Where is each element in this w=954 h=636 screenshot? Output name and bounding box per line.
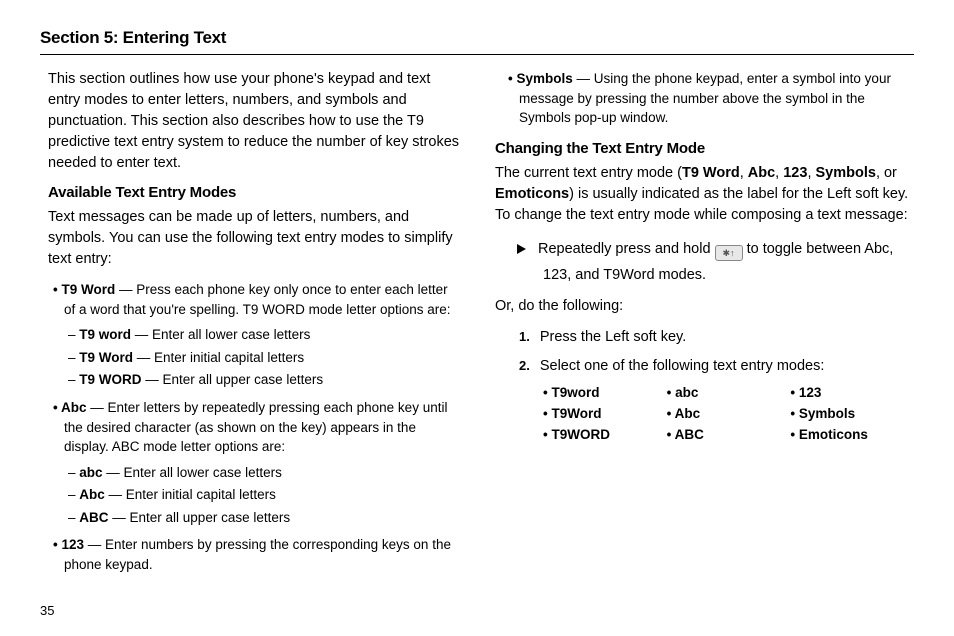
abc-sub-upper: ABC — Enter all upper case letters [40, 508, 459, 528]
section-title: Section 5: Entering Text [40, 28, 914, 48]
mode-abc-initial: Abc [667, 406, 791, 421]
step-1: 1.Press the Left soft key. [495, 327, 914, 348]
t9-sub-initial: T9 Word — Enter initial capital letters [40, 348, 459, 368]
symbols-bullet: Symbols — Using the phone keypad, enter … [495, 69, 914, 128]
section-rule [40, 54, 914, 55]
arrow-icon [517, 244, 526, 254]
abc-sub-lower: abc — Enter all lower case letters [40, 463, 459, 483]
star-key-icon: ✱↑ [715, 245, 743, 261]
page-number: 35 [40, 603, 54, 618]
changing-mode-lead: The current text entry mode (T9 Word, Ab… [495, 163, 914, 226]
t9-sub-upper: T9 WORD — Enter all upper case letters [40, 370, 459, 390]
t9-bullet: T9 Word — Press each phone key only once… [40, 280, 459, 319]
right-column: Symbols — Using the phone keypad, enter … [495, 69, 914, 580]
content-columns: This section outlines how use your phone… [40, 69, 914, 580]
step-2: 2.Select one of the following text entry… [495, 356, 914, 377]
mode-t9word-lower: T9word [543, 385, 667, 400]
mode-t9word-initial: T9Word [543, 406, 667, 421]
toggle-instruction: Repeatedly press and hold ✱↑ to toggle b… [495, 236, 914, 288]
mode-emoticons: Emoticons [790, 427, 914, 442]
mode-t9word-upper: T9WORD [543, 427, 667, 442]
mode-grid: T9word abc 123 T9Word Abc Symbols T9WORD… [495, 385, 914, 442]
mode-symbols: Symbols [790, 406, 914, 421]
123-bullet: 123 — Enter numbers by pressing the corr… [40, 535, 459, 574]
or-text: Or, do the following: [495, 296, 914, 317]
intro-paragraph: This section outlines how use your phone… [40, 69, 459, 174]
abc-sub-initial: Abc — Enter initial capital letters [40, 485, 459, 505]
mode-abc-upper: ABC [667, 427, 791, 442]
mode-abc-lower: abc [667, 385, 791, 400]
available-modes-lead: Text messages can be made up of letters,… [40, 207, 459, 270]
available-modes-heading: Available Text Entry Modes [40, 184, 459, 201]
abc-bullet: Abc — Enter letters by repeatedly pressi… [40, 398, 459, 457]
left-column: This section outlines how use your phone… [40, 69, 459, 580]
t9-sub-lower: T9 word — Enter all lower case letters [40, 325, 459, 345]
changing-mode-heading: Changing the Text Entry Mode [495, 140, 914, 157]
mode-123: 123 [790, 385, 914, 400]
